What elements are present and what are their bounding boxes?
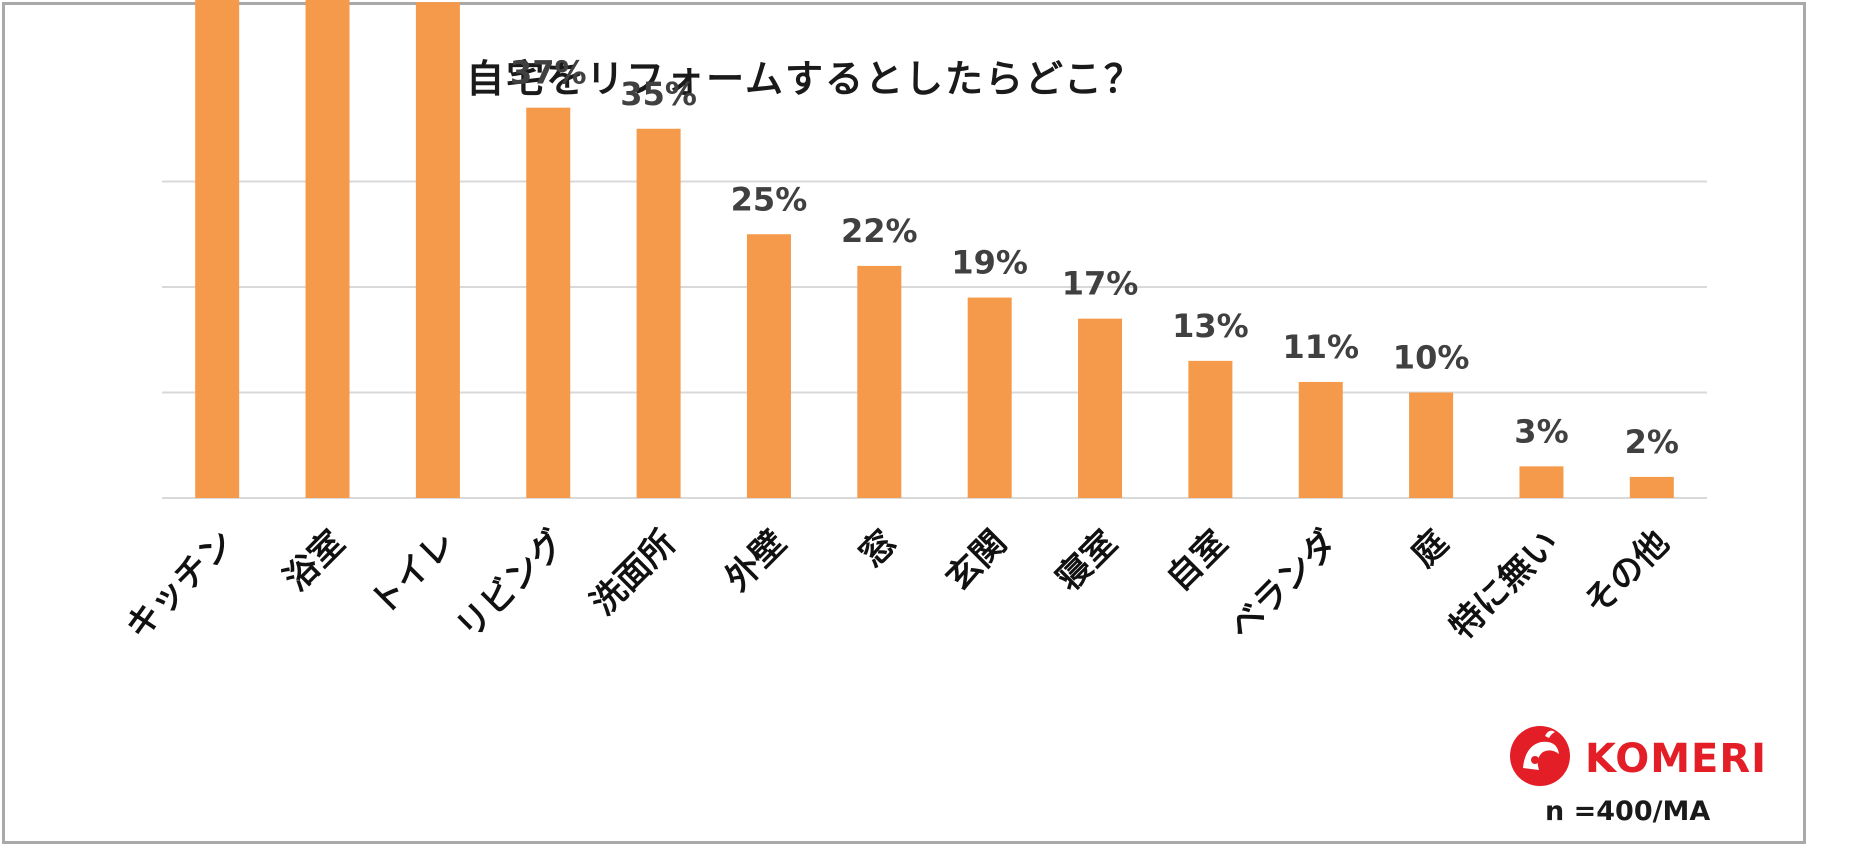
bars bbox=[195, 0, 1674, 499]
value-labels: 55%49%47%37%35%25%22%19%17%13%11%10%3%2% bbox=[510, 54, 1679, 461]
category-label: 玄関 bbox=[938, 523, 1014, 599]
value-label: 22% bbox=[841, 212, 918, 250]
value-label: 11% bbox=[1282, 328, 1359, 366]
category-label: キッチン bbox=[118, 523, 242, 647]
chart-frame bbox=[2, 2, 1806, 844]
bar bbox=[1409, 392, 1454, 498]
bar bbox=[746, 234, 791, 498]
bar bbox=[857, 265, 902, 498]
bar bbox=[1188, 360, 1233, 498]
category-label: 浴室 bbox=[276, 523, 352, 599]
rooster-logo-icon bbox=[1510, 726, 1570, 786]
value-label: 35% bbox=[620, 75, 697, 113]
category-label: 窓 bbox=[852, 523, 904, 575]
category-label: 寝室 bbox=[1049, 523, 1125, 599]
category-label: リビング bbox=[449, 523, 573, 647]
bar bbox=[1629, 476, 1674, 498]
bar bbox=[1298, 381, 1343, 498]
category-label: トイレ bbox=[363, 523, 463, 623]
bar bbox=[415, 2, 460, 499]
komeri-logo: KOMERI bbox=[1505, 722, 1766, 792]
bar bbox=[1519, 466, 1564, 498]
bar bbox=[636, 128, 681, 498]
bar bbox=[195, 0, 240, 498]
category-label: その他 bbox=[1576, 523, 1676, 623]
bar bbox=[1078, 318, 1123, 498]
value-label: 13% bbox=[1172, 307, 1249, 345]
category-label: 外壁 bbox=[718, 523, 794, 599]
value-label: 2% bbox=[1625, 423, 1679, 461]
value-label: 25% bbox=[731, 180, 808, 218]
category-label: 自室 bbox=[1159, 523, 1235, 599]
category-label: 特に無い bbox=[1442, 523, 1566, 647]
value-label: 10% bbox=[1393, 339, 1470, 377]
logo-text: KOMERI bbox=[1585, 736, 1768, 782]
category-label: 庭 bbox=[1404, 523, 1456, 575]
gridlines bbox=[162, 180, 1707, 499]
value-label: 17% bbox=[1062, 265, 1139, 303]
bar bbox=[967, 297, 1012, 498]
value-label: 3% bbox=[1514, 412, 1568, 450]
bar bbox=[526, 107, 571, 499]
value-label: 19% bbox=[951, 244, 1028, 282]
category-label: ベランダ bbox=[1221, 523, 1345, 647]
category-labels: キッチン 浴室 トイレリビング 洗面所 外壁 窓玄関 寝室 自室ベランダ 庭特に無い その他 bbox=[118, 523, 1677, 647]
sample-note: n =400/MA bbox=[1545, 796, 1711, 827]
category-label: 洗面所 bbox=[583, 523, 683, 623]
value-label: 37% bbox=[510, 54, 587, 92]
bar bbox=[305, 0, 350, 499]
chart-title: 自宅をリフォームするとしたらどこ？ bbox=[466, 57, 1144, 101]
